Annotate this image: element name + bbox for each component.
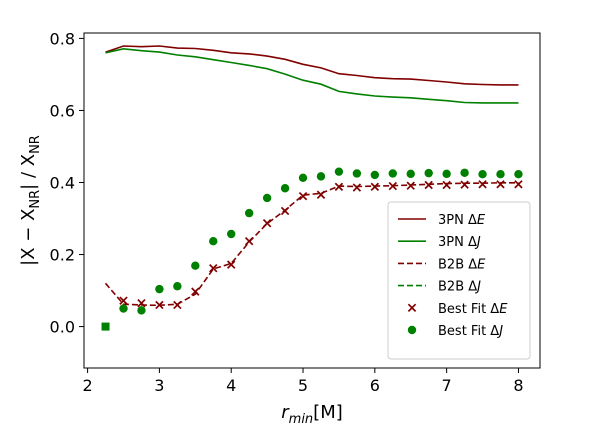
series-5-point [496, 170, 505, 179]
series-4-point [244, 237, 254, 246]
series-5-point [424, 168, 433, 178]
y-axis-label-sub2: NR [28, 135, 43, 154]
series-4-point [155, 300, 164, 310]
x-axis-label-main: r [281, 402, 290, 423]
series-5-point [478, 170, 487, 179]
series-0-line [105, 45, 519, 86]
legend-entry: Best Fit ΔE [407, 302, 508, 317]
x-axis-label-unit: [M] [313, 402, 343, 423]
y-axis-label: |X − XNR| / XNR [18, 135, 43, 266]
series-4-point [370, 182, 380, 192]
series-4-point [280, 206, 290, 216]
series-4-point [137, 298, 146, 308]
series-5-point [406, 169, 415, 179]
series-4-point [191, 287, 200, 296]
series-4-point [496, 180, 505, 189]
x-tick-label: 5 [298, 376, 308, 395]
series-4-point [460, 180, 469, 189]
legend-entries: 3PN ΔE 3PN ΔJ B2B ΔE B2B ΔJ Best Fit ΔE Best … [398, 213, 508, 339]
series-5-point [316, 172, 326, 181]
x-tick-label: 4 [226, 376, 236, 395]
series-5-point [244, 208, 254, 218]
legend-entry: B2B ΔJ [398, 280, 481, 295]
x-axis-ticks: 2 3 4 5 6 7 8 [82, 368, 524, 395]
y-tick-label: 0.8 [50, 29, 75, 48]
legend-entry: Best Fit ΔJ [407, 324, 503, 339]
legend-entry: 3PN ΔE [398, 213, 486, 228]
series-5-point [155, 284, 164, 294]
series-5-point [209, 237, 218, 246]
series-5-point [442, 169, 451, 179]
series-5-point [227, 229, 236, 239]
x-tick-label: 8 [513, 376, 523, 395]
legend-label: Best Fit ΔJ [438, 324, 503, 339]
legend-label: 3PN ΔE [438, 213, 486, 228]
series-5-point [388, 169, 397, 178]
series-5-point [298, 173, 308, 183]
legend-label: B2B ΔE [438, 257, 486, 272]
legend-swatch [407, 303, 417, 313]
series-5-point [191, 261, 200, 270]
y-axis-label-open: |X − X [18, 209, 39, 266]
x-axis-label-sub: min [289, 412, 314, 427]
series-5-point [334, 167, 344, 176]
series-2-line [104, 182, 519, 307]
series-4-point [298, 191, 308, 201]
series-5-point [137, 306, 146, 315]
x-tick-label: 2 [82, 376, 92, 395]
series-4-point [334, 182, 344, 192]
x-axis-label: rmin[M] [281, 402, 343, 427]
x-tick-label: 6 [370, 376, 380, 395]
legend-label: B2B ΔJ [438, 280, 481, 295]
y-tick-label: 0.0 [50, 318, 75, 337]
legend-label: 3PN ΔJ [438, 235, 481, 250]
legend: 3PN ΔE 3PN ΔJ B2B ΔE B2B ΔJ Best Fit ΔE Best … [387, 201, 531, 360]
series-5-point [352, 169, 362, 178]
legend-entry: 3PN ΔJ [398, 235, 481, 250]
series-4-point [478, 180, 487, 189]
series-4-point [406, 181, 415, 190]
series-4-point [209, 264, 218, 273]
series-5-point [262, 193, 272, 203]
series-5-point [370, 170, 380, 180]
series-4-point [316, 190, 326, 199]
legend-label: Best Fit ΔE [438, 302, 508, 317]
plot-data [101, 45, 523, 331]
y-axis-ticks: 0.0 0.2 0.4 0.6 0.8 [50, 29, 84, 337]
y-tick-label: 0.2 [50, 246, 75, 265]
x-tick-label: 3 [154, 376, 164, 395]
series-5-point [119, 304, 128, 313]
legend-entry: B2B ΔE [398, 257, 486, 272]
plot-frame [83, 32, 541, 369]
y-axis-label-mid: | / X [18, 154, 39, 190]
y-axis-label-sub1: NR [28, 190, 43, 209]
y-tick-label: 0.6 [50, 101, 75, 120]
y-tick-label: 0.4 [50, 173, 75, 192]
series-4-point [262, 218, 272, 228]
series-4-point [514, 180, 523, 189]
series-4-point [227, 260, 236, 269]
series-4-point [119, 296, 128, 305]
series-4-point [388, 181, 397, 191]
series-4-point [424, 180, 433, 190]
legend-swatch [407, 325, 417, 335]
series-5-point [514, 170, 523, 179]
series-3-point [101, 322, 110, 331]
series-5-point [280, 184, 290, 193]
series-5-point [173, 282, 182, 291]
series-4-point [352, 183, 362, 192]
series-1-line [105, 47, 519, 104]
series-4-point [442, 180, 451, 190]
x-tick-label: 7 [442, 376, 452, 395]
series-5-point [460, 168, 469, 177]
series-4-point [173, 300, 182, 310]
